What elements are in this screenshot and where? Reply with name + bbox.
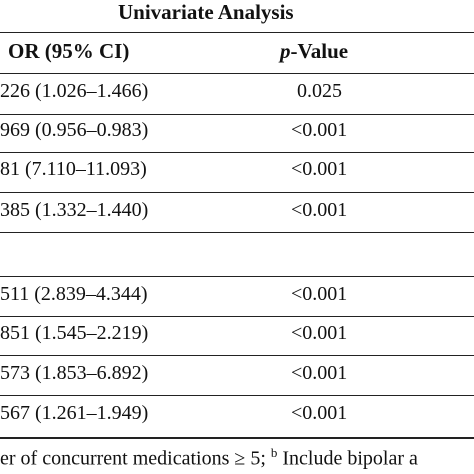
row-divider xyxy=(0,316,474,317)
row-divider xyxy=(0,152,474,153)
row-1-or: 969 (0.956–0.983) xyxy=(0,119,149,141)
col-or-header: OR (95% CI) xyxy=(8,39,130,63)
row-divider xyxy=(0,192,474,193)
row-1-p: <0.001 xyxy=(291,119,348,141)
row-divider xyxy=(0,355,474,356)
footnote-text-before: er of concurrent medications ≥ 5; xyxy=(0,447,266,470)
col-p-header: p-Value xyxy=(280,39,348,64)
p-rest: -Value xyxy=(290,39,349,63)
row-5-or: 511 (2.839–4.344) xyxy=(0,283,148,305)
row-3-p: <0.001 xyxy=(291,199,348,221)
column-header-divider xyxy=(0,73,474,74)
row-2-or: 81 (7.110–11.093) xyxy=(0,158,147,180)
row-divider xyxy=(0,395,474,396)
row-7-or: 573 (1.853–6.892) xyxy=(0,362,149,384)
footnote-superscript: b xyxy=(270,445,278,460)
row-5-p: <0.001 xyxy=(291,283,348,305)
row-7-p: <0.001 xyxy=(291,362,348,384)
row-6-p: <0.001 xyxy=(291,322,348,344)
row-2-p: <0.001 xyxy=(291,158,348,180)
table-bottom-rule xyxy=(0,437,474,439)
group-header: Univariate Analysis xyxy=(118,0,294,24)
row-8-p: <0.001 xyxy=(291,402,348,424)
footnote-text-after: Include bipolar a xyxy=(282,447,418,470)
row-8-or: 567 (1.261–1.949) xyxy=(0,402,149,424)
p-italic: p xyxy=(280,39,291,63)
row-divider xyxy=(0,276,474,277)
row-0-p: 0.025 xyxy=(297,80,342,102)
row-0-or: 226 (1.026–1.466) xyxy=(0,80,149,102)
row-divider xyxy=(0,114,474,115)
row-divider xyxy=(0,232,474,233)
header-divider xyxy=(0,32,474,33)
row-6-or: 851 (1.545–2.219) xyxy=(0,322,149,344)
row-3-or: 385 (1.332–1.440) xyxy=(0,199,149,221)
footnote: er of concurrent medications ≥ 5; b Incl… xyxy=(0,445,418,471)
